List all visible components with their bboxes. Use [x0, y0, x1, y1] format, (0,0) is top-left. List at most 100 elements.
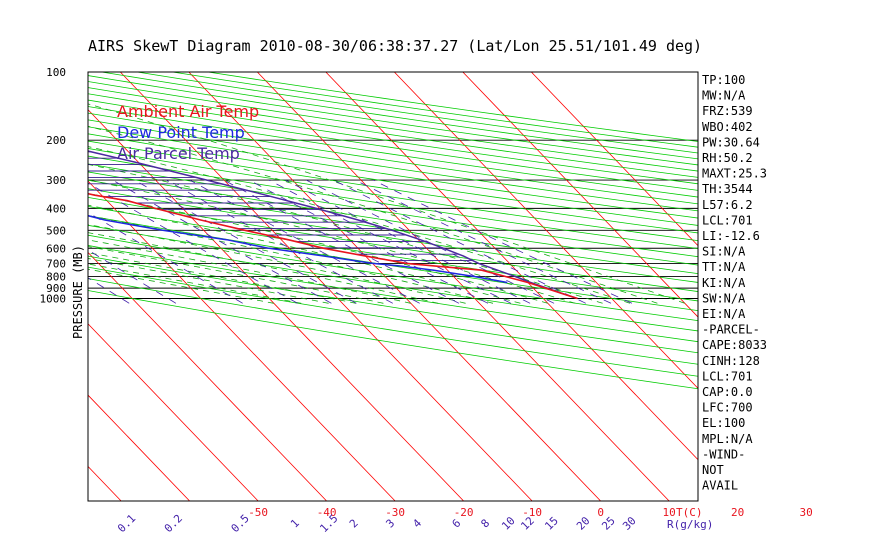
index-label: TH:3544: [702, 182, 753, 196]
moist-adiabat-line: [88, 224, 466, 304]
legend-air-parcel-temp: Air Parcel Temp: [117, 144, 240, 163]
moist-adiabat-line: [88, 163, 603, 304]
dry-adiabat-line: [88, 87, 698, 178]
bottom-temp-tick-label: -30: [385, 506, 405, 519]
index-label: PW:30.64: [702, 135, 760, 149]
legend: Ambient Air Temp Dew Point Temp Air Parc…: [117, 102, 259, 163]
dry-adiabat-line: [88, 119, 698, 212]
isotherm-line: [88, 394, 190, 501]
mixing-ratio-line: [112, 179, 332, 304]
mixing-ratio-tick-label: 2: [347, 517, 361, 531]
moist-adiabat-line: [88, 215, 494, 304]
mixing-ratio-tick-label: 20: [574, 514, 593, 533]
bottom-temp-tick-label: 10: [663, 506, 676, 519]
index-label: -WIND-: [702, 447, 745, 461]
mixing-ratio-line: [285, 179, 531, 304]
mixing-ratio-line: [166, 179, 393, 304]
bottom-temp-tick-label: 0: [597, 506, 604, 519]
dew-point-temp-curve: [88, 214, 508, 284]
pressure-tick-label: 100: [46, 66, 66, 79]
index-label: LFC:700: [702, 401, 753, 415]
isotherm-line: [88, 323, 259, 501]
index-label: LCL:701: [702, 213, 753, 227]
legend-ambient-air-temp: Ambient Air Temp: [117, 102, 259, 121]
dry-adiabat-line: [88, 75, 698, 166]
mixing-ratio-line: [189, 179, 420, 304]
dry-adiabat-line: [88, 196, 698, 292]
pressure-tick-label: 800: [46, 271, 66, 284]
index-label: CAP:0.0: [702, 385, 753, 399]
dry-adiabat-line: [88, 245, 698, 343]
mixing-ratio-tick-label: 4: [410, 516, 424, 530]
index-label: KI:N/A: [702, 276, 746, 290]
index-label: NOT: [702, 463, 724, 477]
isotherm-line: [0, 72, 53, 501]
y-axis-label: PRESSURE (MB): [71, 245, 85, 339]
index-label: TT:N/A: [702, 260, 746, 274]
ambient-air-temp-curve: [88, 192, 578, 300]
index-label: MW:N/A: [702, 89, 746, 103]
chart-title: AIRS SkewT Diagram 2010-08-30/06:38:37.2…: [88, 37, 702, 55]
bottom-temp-tick-label: 30: [800, 506, 813, 519]
mixing-ratio-line: [248, 179, 489, 304]
dry-adiabat-line: [88, 255, 698, 354]
dry-adiabat-line: [172, 72, 698, 148]
index-label: CINH:128: [702, 354, 760, 368]
isotherm-line: [394, 72, 698, 389]
isotherm-line: [531, 72, 698, 247]
sounding-profiles: [88, 150, 578, 300]
bottom-temp-tick-label: -20: [454, 506, 474, 519]
pressure-tick-label: 900: [46, 282, 66, 295]
moist-adiabat-line: [88, 268, 274, 304]
pressure-tick-label: 200: [46, 134, 66, 147]
bottom-temp-tick-label: -50: [248, 506, 268, 519]
index-label: SI:N/A: [702, 245, 746, 259]
dry-adiabat-line: [88, 133, 698, 226]
mixing-ratio-tick-label: 15: [542, 514, 561, 533]
bottom-temp-tick-label: -10: [522, 506, 542, 519]
dry-adiabat-line: [88, 266, 698, 365]
dry-adiabat-line: [88, 126, 698, 219]
dry-adiabat-line: [88, 224, 698, 322]
dry-adiabat-line: [137, 72, 698, 154]
index-label: LI:-12.6: [702, 229, 760, 243]
index-label: CAPE:8033: [702, 338, 767, 352]
index-label: SW:N/A: [702, 291, 746, 305]
isotherm-line: [462, 72, 698, 318]
plot-frame: [87, 71, 699, 502]
index-label: WBO:402: [702, 120, 753, 134]
mixing-ratio-tick-label: 8: [478, 517, 492, 531]
bottom-temp-tick-label: 20: [731, 506, 744, 519]
dry-adiabat-line: [88, 99, 698, 191]
mixing-ratio-tick-label: 1: [288, 517, 302, 531]
moist-adiabat-line: [88, 246, 384, 304]
mixing-ratio-line: [268, 179, 512, 304]
dry-adiabat-line: [88, 278, 698, 377]
index-label: FRZ:539: [702, 104, 753, 118]
mixing-ratio-line: [223, 179, 460, 304]
cape-shading: [88, 151, 473, 262]
bottom-temp-unit: T(C): [676, 506, 703, 519]
isotherm-line: [88, 251, 327, 501]
mixing-ratio-line: [134, 179, 357, 304]
dry-adiabat-line: [88, 112, 698, 205]
index-label: -PARCEL-: [702, 323, 760, 337]
bottom-temp-tick-label: -40: [317, 506, 337, 519]
pressure-tick-label: 300: [46, 174, 66, 187]
index-label: MAXT:25.3: [702, 167, 767, 181]
dry-adiabat-line: [88, 205, 698, 302]
pressure-tick-label: 700: [46, 257, 66, 270]
mixing-ratio-tick-label: 0.1: [115, 512, 138, 535]
index-label: MPL:N/A: [702, 432, 753, 446]
index-label: EI:N/A: [702, 307, 746, 321]
pressure-tick-label: 1000: [40, 293, 67, 306]
index-label: TP:100: [702, 73, 745, 87]
index-label: RH:50.2: [702, 151, 753, 165]
dry-adiabat-line: [88, 140, 698, 234]
dry-adiabat-line: [88, 215, 698, 312]
dry-adiabat-line: [88, 234, 698, 332]
legend-dew-point-temp: Dew Point Temp: [117, 123, 245, 142]
mixing-ratio-tick-label: 0.2: [162, 512, 185, 535]
